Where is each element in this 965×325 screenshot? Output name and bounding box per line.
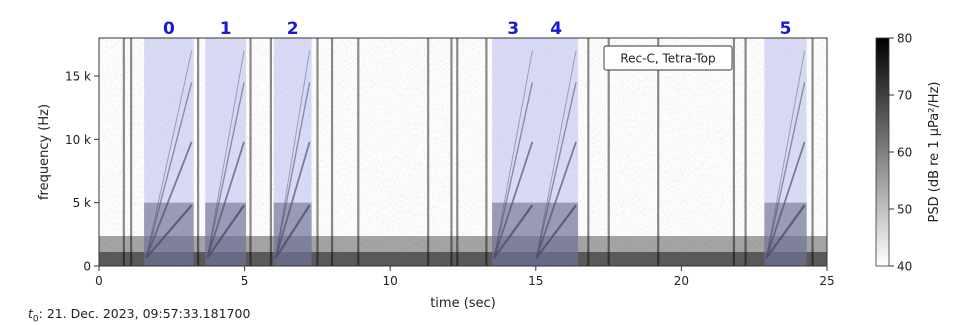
x-tick-label: 15 (528, 274, 543, 288)
segment-sweep-harmonic (535, 82, 577, 259)
segment-highlight-5 (764, 38, 807, 266)
segment-sweep-harmonic (145, 82, 193, 259)
y-tick-label: 0 (83, 260, 91, 274)
time-reference-subscript: 0 (32, 314, 39, 325)
segment-sweep-harmonic (275, 82, 311, 259)
segment-sweep-harmonic (274, 204, 311, 259)
broadband-click-line (607, 38, 610, 266)
x-tick-label: 25 (819, 274, 834, 288)
segment-label-4: 4 (550, 19, 562, 39)
broadband-click-line (450, 38, 453, 266)
y-axis: 0 5 k 10 k 15 k (65, 70, 99, 274)
segment-highlight-1 (205, 38, 247, 266)
segment-sweep-harmonic (206, 50, 245, 259)
colorbar-label: PSD (dB re 1 μPa²/Hz) (927, 82, 942, 223)
broadband-click-line (657, 38, 660, 266)
segment-sweep-harmonic (493, 82, 534, 259)
segment-label-1: 1 (220, 19, 232, 39)
colorbar-tick-label: 50 (897, 203, 912, 217)
segment-label-3: 3 (507, 19, 519, 39)
segment-sweep-harmonic (145, 50, 193, 259)
broadband-click-line (249, 38, 252, 266)
segment-sweep-harmonic (493, 50, 533, 259)
segment-highlight-2 (273, 38, 312, 266)
broadband-click-line (485, 38, 488, 266)
broadband-click-line (269, 38, 273, 266)
broadband-click-line (316, 38, 319, 266)
segment-sweep-harmonic (206, 204, 245, 259)
segment-label-0: 0 (163, 19, 175, 39)
broadband-click-line (811, 38, 814, 266)
segment-highlight-3 (492, 38, 535, 266)
time-reference-text: : 21. Dec. 2023, 09:57:33.181700 (38, 306, 251, 321)
legend-box (603, 45, 733, 71)
x-axis: 0 5 10 15 20 25 (95, 266, 835, 288)
colorbar: 40 50 60 70 80 PSD (dB re 1 μPa²/Hz) (875, 32, 942, 274)
broadband-click-line (122, 38, 125, 266)
colorbar-tick-label: 70 (897, 89, 912, 103)
broadband-click-line (427, 38, 430, 266)
legend: Rec-C, Tetra-Top (603, 45, 733, 71)
segment-sweep-harmonic (765, 50, 806, 259)
broadband-click-line (130, 38, 133, 266)
broadband-click-line (330, 38, 334, 266)
broadband-click-line (197, 38, 200, 266)
segment-sweep-harmonic (206, 141, 245, 259)
x-axis-label: time (sec) (430, 296, 496, 311)
segment-label-5: 5 (780, 19, 792, 39)
segment-sweep-harmonic (206, 82, 245, 259)
broadband-click-line (587, 38, 590, 266)
segment-label-2: 2 (287, 19, 299, 39)
legend-text: Rec-C, Tetra-Top (620, 52, 715, 66)
segment-sweep-harmonic (765, 82, 806, 259)
segment-sweep-harmonic (493, 141, 534, 259)
broadband-click-line (744, 38, 747, 266)
segment-sweep-harmonic (493, 204, 534, 259)
x-tick-label: 10 (383, 274, 398, 288)
y-tick-label: 5 k (73, 196, 91, 210)
y-axis-label: frequency (Hz) (37, 104, 52, 200)
segment-highlight-0 (144, 38, 194, 266)
broadband-click-line (732, 38, 736, 266)
segment-sweep-harmonic (535, 204, 577, 259)
spectrogram-image (99, 38, 827, 266)
plot-frame (98, 37, 828, 267)
segment-sweep-harmonic (765, 204, 806, 259)
broadband-click-line (357, 38, 360, 266)
colorbar-tick-label: 80 (897, 32, 912, 46)
segment-labels: 0 1 2 3 4 5 (163, 19, 791, 39)
time-reference: t0: 21. Dec. 2023, 09:57:33.181700 (28, 306, 250, 325)
colorbar-tick-label: 60 (897, 146, 912, 160)
segment-sweep-harmonic (145, 141, 193, 259)
colorbar-tick-label: 40 (897, 260, 912, 274)
broadband-click-line (456, 38, 459, 266)
x-tick-label: 5 (241, 274, 249, 288)
y-tick-label: 15 k (65, 70, 91, 84)
segment-sweep-harmonic (535, 141, 577, 259)
segment-highlight-4 (534, 38, 579, 266)
segment-sweep-harmonic (275, 50, 311, 259)
x-tick-label: 0 (95, 274, 103, 288)
colorbar-gradient (875, 37, 890, 267)
segment-sweep-harmonic (274, 141, 311, 259)
y-tick-label: 10 k (65, 133, 91, 147)
segment-sweep-harmonic (765, 141, 806, 259)
segment-sweep-harmonic (145, 204, 193, 259)
time-reference-symbol: t (28, 306, 33, 321)
x-tick-label: 20 (674, 274, 689, 288)
segment-sweep-harmonic (535, 50, 577, 259)
